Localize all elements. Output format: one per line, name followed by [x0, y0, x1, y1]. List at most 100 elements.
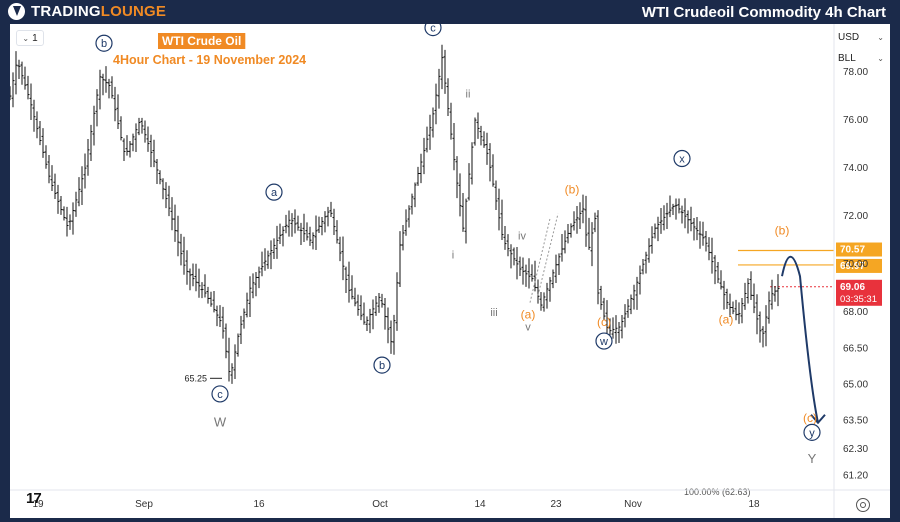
price-bar: [56, 184, 60, 214]
price-bar: [443, 49, 447, 94]
brand-name: TRADINGLOUNGE: [31, 3, 167, 20]
price-bar: [350, 275, 354, 300]
wave-label-grey: Y: [808, 451, 817, 466]
price-bar: [437, 68, 441, 109]
price-bar: [200, 282, 204, 299]
price-tick-label: 68.00: [843, 307, 868, 318]
wave-label-circled: c: [211, 385, 229, 403]
currency-selector[interactable]: USD ⌄: [838, 29, 884, 45]
channel-line: [529, 218, 551, 303]
price-bar: [122, 138, 126, 161]
time-tick-label: 14: [474, 499, 486, 510]
price-bar: [752, 283, 756, 314]
time-tick-label: 19: [32, 499, 44, 510]
price-bar: [362, 302, 366, 325]
price-bar: [569, 223, 573, 238]
brand-logo[interactable]: TRADINGLOUNGE: [8, 3, 166, 20]
price-bar: [758, 311, 762, 343]
interval-selector[interactable]: ⌄ 1: [16, 30, 44, 46]
price-bar: [356, 294, 360, 316]
price-bar: [191, 263, 195, 287]
wave-label-ring: [373, 356, 391, 374]
price-bar: [521, 257, 525, 285]
price-bar: [125, 135, 129, 156]
price-bar: [401, 225, 405, 251]
level-price-tag: [836, 242, 882, 257]
price-bar: [389, 320, 393, 354]
price-bar: [296, 215, 300, 231]
price-bar: [134, 123, 138, 153]
price-bar: [290, 213, 294, 237]
price-bar: [176, 215, 180, 257]
price-bar: [680, 205, 684, 224]
price-bar: [116, 94, 120, 130]
price-bar: [629, 294, 633, 315]
price-bar: [269, 240, 273, 270]
wave-label-text: b: [379, 360, 385, 372]
price-bar: [77, 177, 81, 207]
chevron-down-icon: ⌄: [22, 33, 30, 43]
price-bar: [734, 299, 738, 321]
price-bar: [617, 321, 621, 344]
unit-selector[interactable]: BLL ⌄: [838, 50, 884, 66]
price-bar: [41, 128, 45, 158]
price-bar: [536, 279, 540, 304]
price-bar: [272, 238, 276, 260]
price-bar: [737, 302, 741, 324]
price-bar: [380, 293, 384, 308]
price-bar: [299, 222, 303, 246]
price-bar: [248, 276, 252, 318]
price-bar: [10, 86, 12, 101]
price-bar: [674, 198, 678, 220]
wave-label-circled: a: [265, 183, 283, 201]
price-bar: [302, 213, 306, 243]
price-bar: [638, 265, 642, 295]
price-bar: [65, 206, 69, 237]
wave-label-text: b: [101, 38, 107, 50]
price-bar: [227, 337, 231, 382]
chart-subtitle: 4Hour Chart - 19 November 2024: [113, 53, 306, 67]
settings-gear-icon[interactable]: [856, 498, 870, 512]
price-bar: [746, 278, 750, 304]
price-bar: [425, 126, 429, 153]
price-bar: [17, 59, 21, 80]
price-bar: [689, 206, 693, 232]
price-bar: [650, 226, 654, 254]
price-bar: [179, 233, 183, 266]
price-bar: [287, 210, 291, 237]
price-bar: [596, 210, 600, 305]
price-bar: [593, 212, 597, 233]
brand-logo-icon: [8, 3, 25, 20]
wave-label-circled: b: [95, 34, 113, 52]
time-tick-label: 16: [253, 499, 265, 510]
wave-label-circled: b: [373, 356, 391, 374]
price-bar: [245, 292, 249, 318]
swing-low-label: 65.25: [184, 373, 207, 383]
price-bar: [449, 102, 453, 140]
price-bar: [149, 134, 153, 168]
price-bar: [407, 205, 411, 228]
price-bar: [509, 244, 513, 269]
price-bar: [284, 214, 288, 234]
wave-label-orange: (b): [565, 183, 580, 197]
price-bar: [104, 66, 108, 93]
price-bar: [419, 153, 423, 184]
price-bar: [491, 154, 495, 187]
price-bar: [11, 72, 15, 108]
chart-panel: 70.57 69.97 69.06 03:35:31 65.25 100.00% (62…: [10, 24, 890, 518]
time-tick-label: Nov: [624, 499, 642, 510]
price-bar: [461, 193, 465, 232]
interval-value: 1: [32, 32, 38, 44]
price-bar: [434, 83, 438, 125]
price-bar: [395, 272, 399, 331]
price-bar: [479, 125, 483, 146]
header-bar: TRADINGLOUNGE WTI Crudeoil Commodity 4h …: [0, 0, 900, 24]
price-bar: [485, 132, 489, 165]
price-bar: [740, 297, 744, 324]
price-bar: [23, 66, 27, 90]
price-bar: [692, 217, 696, 241]
price-bar: [80, 166, 84, 205]
unit-value: BLL: [838, 52, 856, 64]
price-bar: [776, 274, 780, 307]
